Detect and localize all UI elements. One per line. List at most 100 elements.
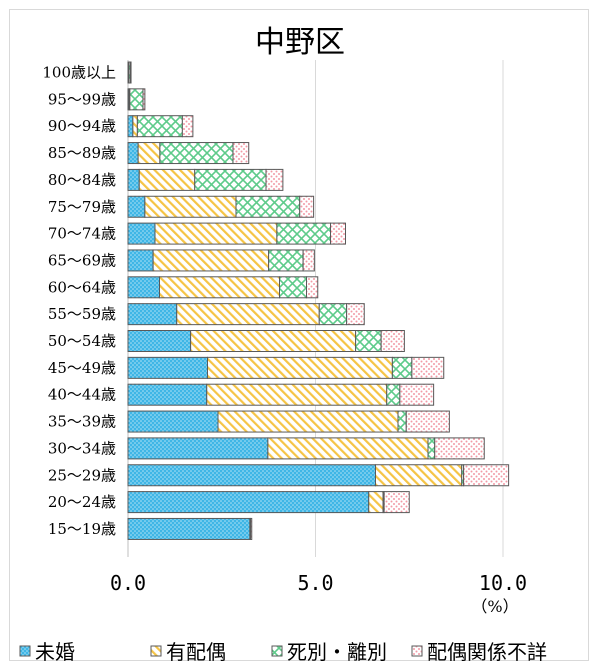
bar-segment bbox=[127, 410, 219, 433]
bar-segment bbox=[380, 330, 405, 352]
category-label: 85～89歳 bbox=[48, 144, 116, 162]
legend-label: 配偶関係不詳 bbox=[427, 640, 547, 664]
legend-swatch bbox=[150, 645, 162, 657]
legend-label: 有配偶 bbox=[166, 640, 226, 664]
legend-item: 死別・離別 bbox=[271, 640, 387, 664]
bar-segment bbox=[279, 276, 307, 299]
bar-segment bbox=[127, 276, 160, 299]
bar-segment bbox=[127, 195, 146, 218]
bar-segment bbox=[318, 303, 348, 326]
bar-segment bbox=[386, 383, 401, 406]
legend-item: 有配偶 bbox=[150, 640, 226, 664]
bar-segment bbox=[232, 142, 250, 165]
category-label: 25～29歳 bbox=[48, 466, 116, 484]
bars bbox=[127, 61, 510, 540]
unit-label: （%） bbox=[471, 597, 518, 616]
bar-segment bbox=[405, 410, 450, 433]
bar-segment bbox=[127, 249, 154, 272]
bar-segment bbox=[127, 437, 269, 460]
bar-segment bbox=[206, 383, 388, 406]
bar-segment bbox=[250, 517, 253, 540]
category-labels: 100歳以上 95～99歳 90～94歳 85～89歳 80～84歳 75～79歳 70～7… bbox=[42, 64, 116, 538]
category-label: 60～64歳 bbox=[48, 278, 116, 296]
bar-segment bbox=[127, 517, 251, 540]
bar-segment bbox=[268, 249, 304, 272]
bar-segment bbox=[176, 303, 320, 326]
bar-segment bbox=[302, 249, 315, 272]
bar-segment bbox=[154, 222, 278, 245]
bar-segment bbox=[142, 88, 146, 111]
bar-segment bbox=[181, 115, 194, 138]
bar-segment bbox=[127, 222, 156, 245]
bar-segment bbox=[127, 491, 370, 514]
bar-segment bbox=[265, 168, 284, 191]
bar-segment bbox=[355, 330, 382, 352]
bar-segment bbox=[397, 410, 407, 433]
bar-segment bbox=[127, 330, 192, 352]
bar-segment bbox=[159, 142, 234, 165]
bar-segment bbox=[368, 491, 384, 514]
bar-segment bbox=[127, 383, 208, 406]
category-label: 20～24歳 bbox=[48, 493, 116, 511]
category-label: 90～94歳 bbox=[48, 117, 116, 135]
bar-segment bbox=[152, 249, 270, 272]
category-label: 35～39歳 bbox=[48, 413, 116, 431]
bar-segment bbox=[375, 464, 463, 487]
bar-segment bbox=[383, 491, 410, 514]
category-label: 80～84歳 bbox=[48, 171, 116, 189]
bar-segment bbox=[427, 437, 436, 460]
bar-segment bbox=[159, 276, 280, 299]
bar-segment bbox=[235, 195, 301, 218]
chart-frame bbox=[9, 9, 589, 661]
category-label: 45～49歳 bbox=[48, 359, 116, 377]
legend-label: 死別・離別 bbox=[287, 640, 387, 664]
bar-segment bbox=[127, 115, 134, 138]
legend-swatch bbox=[411, 645, 423, 657]
bar-segment bbox=[391, 356, 413, 379]
bar-segment bbox=[346, 303, 365, 326]
legend-item: 配偶関係不詳 bbox=[411, 640, 547, 664]
bar-segment bbox=[411, 356, 445, 379]
bar-segment bbox=[127, 142, 139, 165]
category-label: 50～54歳 bbox=[48, 332, 116, 350]
x-tick-labels: 0.0 5.0 10.0 bbox=[110, 571, 527, 595]
bar-segment bbox=[129, 88, 144, 111]
x-tick-label: 5.0 bbox=[297, 571, 333, 595]
bar-segment bbox=[217, 410, 399, 433]
legend-item: 未婚 bbox=[19, 640, 75, 664]
bar-segment bbox=[144, 195, 237, 218]
bar-segment bbox=[127, 168, 140, 191]
category-label: 100歳以上 bbox=[42, 64, 116, 82]
bar-segment bbox=[190, 330, 357, 352]
bar-segment bbox=[434, 437, 485, 460]
bar-segment bbox=[276, 222, 331, 245]
x-tick-label: 10.0 bbox=[479, 571, 527, 595]
legend-swatch bbox=[19, 645, 31, 657]
legend-swatch bbox=[271, 645, 283, 657]
x-tick-label: 0.0 bbox=[110, 571, 146, 595]
bar-segment bbox=[399, 383, 435, 406]
bar-segment bbox=[194, 168, 267, 191]
category-label: 55～59歳 bbox=[48, 305, 116, 323]
category-label: 95～99歳 bbox=[48, 90, 116, 108]
category-label: 65～69歳 bbox=[48, 251, 116, 269]
legend-label: 未婚 bbox=[35, 640, 75, 664]
legend: 未婚 有配偶 死別・離別 配偶関係不詳 bbox=[19, 640, 547, 664]
bar-segment bbox=[129, 61, 132, 84]
bar-segment bbox=[138, 168, 196, 191]
category-label: 30～34歳 bbox=[48, 439, 116, 457]
bar-segment bbox=[299, 195, 315, 218]
category-label: 70～74歳 bbox=[48, 225, 116, 243]
bar-segment bbox=[267, 437, 429, 460]
category-label: 75～79歳 bbox=[48, 198, 116, 216]
bar-segment bbox=[463, 464, 510, 487]
bar-segment bbox=[127, 356, 208, 379]
bar-segment bbox=[127, 303, 178, 326]
bar-segment bbox=[330, 222, 346, 245]
bar-segment bbox=[207, 356, 393, 379]
bar-segment bbox=[137, 142, 161, 165]
chart-title: 中野区 bbox=[255, 25, 345, 60]
bar-segment bbox=[132, 115, 138, 138]
bar-segment bbox=[306, 276, 319, 299]
